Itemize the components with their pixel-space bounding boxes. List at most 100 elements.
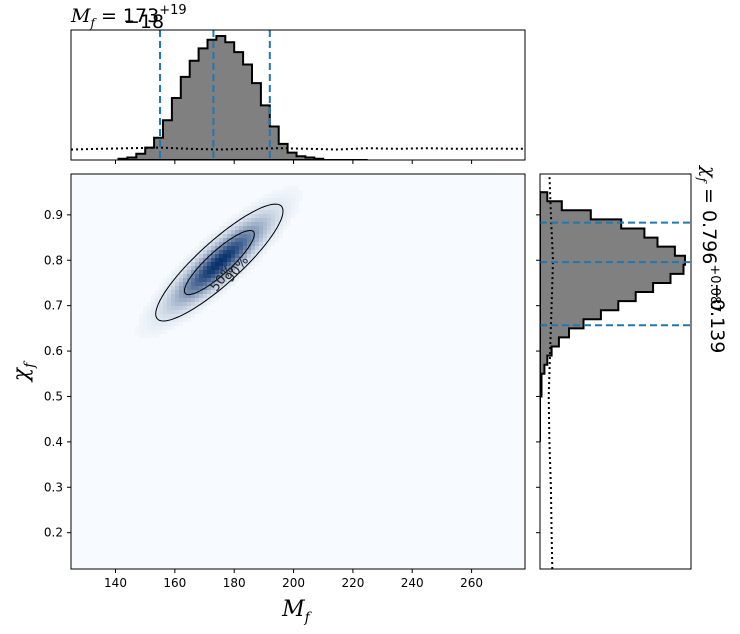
density-cell [167, 274, 171, 278]
density-cell [207, 278, 211, 282]
density-cell [219, 290, 223, 294]
density-cell [195, 278, 199, 282]
density-cell [179, 318, 183, 322]
density-cell [139, 330, 143, 334]
density-cell [191, 278, 195, 282]
density-cell [211, 242, 215, 246]
density-cell [259, 254, 263, 258]
density-cell [287, 186, 291, 190]
x-tick-label: 220 [341, 576, 364, 590]
density-cell [207, 282, 211, 286]
density-cell [207, 302, 211, 306]
density-cell [251, 266, 255, 270]
density-cell [179, 266, 183, 270]
density-cell [271, 190, 275, 194]
density-cell [243, 242, 247, 246]
density-cell [227, 286, 231, 290]
density-cell [279, 234, 283, 238]
density-cell [223, 262, 227, 266]
density-cell [235, 218, 239, 222]
density-cell [203, 238, 207, 242]
density-cell [231, 250, 235, 254]
density-cell [255, 234, 259, 238]
y-tick-label: 0.3 [44, 480, 63, 494]
density-cell [227, 254, 231, 258]
density-cell [279, 202, 283, 206]
density-cell [183, 302, 187, 306]
density-cell [251, 262, 255, 266]
density-cell [159, 290, 163, 294]
density-cell [195, 246, 199, 250]
density-cell [179, 302, 183, 306]
posterior-density [135, 186, 303, 338]
density-cell [195, 250, 199, 254]
density-cell [279, 194, 283, 198]
density-cell [199, 246, 203, 250]
density-cell [203, 274, 207, 278]
density-cell [135, 326, 139, 330]
density-cell [267, 202, 271, 206]
density-cell [187, 262, 191, 266]
x-axis-label-var: M [281, 597, 305, 622]
density-cell [223, 286, 227, 290]
density-cell [267, 226, 271, 230]
density-cell [227, 234, 231, 238]
density-cell [255, 198, 259, 202]
density-cell [287, 198, 291, 202]
density-cell [227, 242, 231, 246]
density-cell [283, 210, 287, 214]
density-cell [215, 258, 219, 262]
mf-prior-curve [71, 146, 525, 151]
density-cell [287, 206, 291, 210]
density-cell [251, 258, 255, 262]
density-cell [163, 302, 167, 306]
density-cell [159, 326, 163, 330]
density-cell [215, 294, 219, 298]
density-cell [175, 266, 179, 270]
density-cell [223, 258, 227, 262]
density-cell [291, 198, 295, 202]
y-tick-label: 0.7 [44, 299, 63, 313]
density-cell [283, 198, 287, 202]
density-cell [227, 262, 231, 266]
density-cell [163, 278, 167, 282]
density-cell [235, 222, 239, 226]
density-cell [199, 274, 203, 278]
density-cell [279, 210, 283, 214]
density-cell [271, 218, 275, 222]
top-title-sub: f [89, 16, 97, 30]
density-cell [239, 226, 243, 230]
density-cell [171, 290, 175, 294]
density-cell [227, 258, 231, 262]
density-cell [159, 318, 163, 322]
density-cell [203, 246, 207, 250]
density-cell [163, 318, 167, 322]
density-cell [167, 322, 171, 326]
density-cell [151, 326, 155, 330]
density-cell [167, 298, 171, 302]
density-cell [143, 306, 147, 310]
density-cell [175, 282, 179, 286]
right-title-value: 0.796 [698, 210, 720, 264]
density-cell [179, 286, 183, 290]
density-cell [251, 234, 255, 238]
density-cell [275, 234, 279, 238]
density-cell [163, 314, 167, 318]
density-cell [211, 254, 215, 258]
density-cell [155, 302, 159, 306]
density-cell [275, 218, 279, 222]
density-cell [203, 282, 207, 286]
density-cell [243, 238, 247, 242]
density-cell [235, 214, 239, 218]
density-cell [215, 298, 219, 302]
density-cell [283, 226, 287, 230]
density-cell [163, 330, 167, 334]
density-cell [147, 334, 151, 338]
right-panel-frame [539, 173, 692, 570]
density-cell [271, 226, 275, 230]
density-cell [175, 322, 179, 326]
density-cell [203, 254, 207, 258]
density-cell [183, 282, 187, 286]
density-cell [183, 278, 187, 282]
density-cell [259, 214, 263, 218]
